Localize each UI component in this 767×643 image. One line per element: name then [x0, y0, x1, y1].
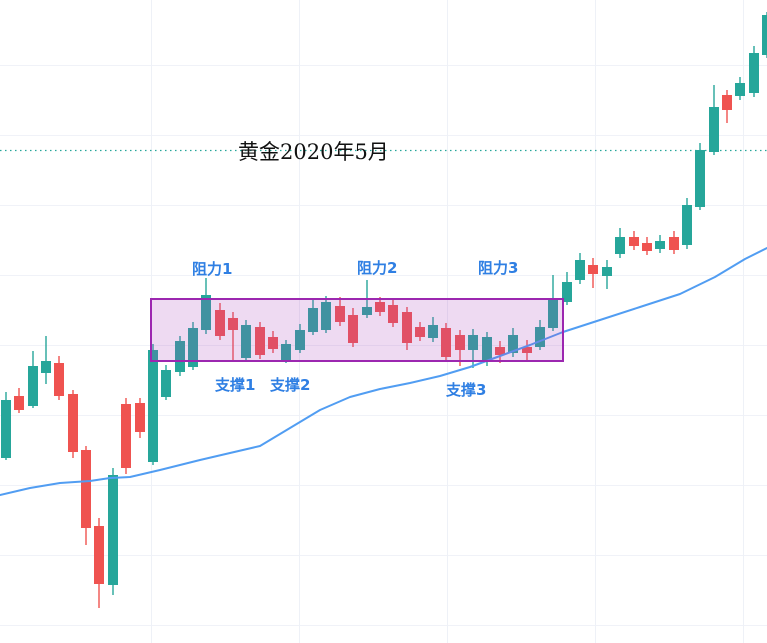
support-label-3[interactable]: 支撑3 [446, 381, 487, 399]
candle-up [1, 392, 11, 460]
candle-up [41, 336, 51, 384]
candle-down [14, 388, 24, 413]
candle-down [255, 322, 265, 359]
candle-up [602, 260, 612, 289]
candle-up [695, 143, 705, 210]
candle-down [722, 90, 732, 123]
candle-up [321, 296, 331, 333]
candle-up [575, 253, 585, 284]
candle-up [682, 198, 692, 249]
candle-down [348, 308, 358, 347]
support-label-1[interactable]: 支撑1 [215, 376, 256, 394]
candle-down [588, 258, 598, 288]
candles-layer [1, 12, 767, 608]
candle-down [228, 312, 238, 360]
candle-up [709, 85, 719, 155]
candle-down [402, 307, 412, 350]
resistance-label-3[interactable]: 阻力3 [478, 259, 519, 277]
candle-up [655, 235, 665, 253]
candle-down [375, 297, 385, 316]
candle-up [241, 320, 251, 362]
candle-down [388, 300, 398, 327]
chart-title[interactable]: 黄金2020年5月 [238, 140, 389, 164]
candle-up [188, 322, 198, 370]
candle-up [562, 272, 572, 305]
candle-up [762, 12, 767, 58]
candle-up [175, 336, 185, 376]
candle-down [669, 231, 679, 254]
candle-down [629, 231, 639, 250]
candle-up [28, 351, 38, 408]
moving-average-line [0, 247, 767, 496]
candle-down [54, 356, 64, 400]
candle-up [735, 77, 745, 100]
candle-down [68, 390, 78, 458]
resistance-label-2[interactable]: 阻力2 [357, 259, 398, 277]
candle-down [441, 323, 451, 361]
candle-down [642, 237, 652, 255]
candle-up [281, 340, 291, 363]
candle-up [749, 46, 759, 97]
candle-down [495, 341, 505, 363]
candle-down [335, 297, 345, 326]
candle-up [161, 365, 171, 400]
candle-up [428, 317, 438, 342]
candle-up [295, 324, 305, 353]
candle-up [108, 468, 118, 595]
candle-down [215, 303, 225, 340]
candle-down [522, 340, 532, 362]
candle-down [135, 398, 145, 438]
candle-down [94, 518, 104, 608]
candle-up [308, 300, 318, 335]
candle-up [615, 228, 625, 258]
candle-down [81, 446, 91, 545]
candle-down [415, 322, 425, 341]
candle-down [268, 331, 278, 353]
resistance-label-1[interactable]: 阻力1 [192, 260, 233, 278]
candle-up [201, 278, 211, 334]
candle-up [148, 344, 158, 465]
candle-down [121, 398, 131, 474]
support-label-2[interactable]: 支撑2 [270, 376, 311, 394]
consolidation-zone[interactable] [150, 298, 564, 362]
candle-up [548, 275, 558, 331]
candle-up [535, 320, 545, 350]
